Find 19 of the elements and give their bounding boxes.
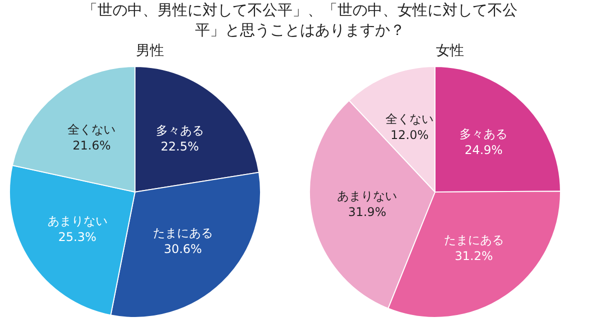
data-label: 30.6% xyxy=(164,242,202,256)
data-label: 22.5% xyxy=(160,140,199,154)
data-label: 31.9% xyxy=(348,204,386,219)
slice-label: 多々ある xyxy=(156,124,204,138)
data-label: 12.0% xyxy=(390,128,429,142)
data-label: 31.2% xyxy=(454,249,493,264)
slice-label: あまりない xyxy=(337,188,398,203)
slice-label: たまにある xyxy=(444,233,504,248)
text: 「世の中、男性に対して不公平」、「世の中、女性に対して不公平」と思うことはありますか？ xyxy=(82,0,518,41)
slice-label: 全くない xyxy=(386,112,434,126)
slice-label: 多々ある xyxy=(460,127,508,142)
slice-label: 全くない xyxy=(68,122,116,136)
data-label: 24.9% xyxy=(464,143,503,158)
chart-title: 男性 xyxy=(135,42,165,61)
slice-label: たまにある xyxy=(152,226,213,240)
slice-label: あまりない xyxy=(47,214,108,228)
chart-title: 女性 xyxy=(435,42,465,61)
data-label: 21.6% xyxy=(72,138,111,152)
data-label: 25.3% xyxy=(58,230,96,244)
